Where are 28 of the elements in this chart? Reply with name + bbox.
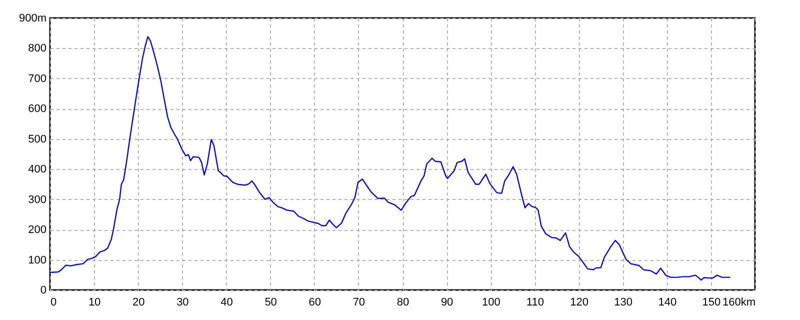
x-tick-label: 60	[308, 296, 321, 308]
y-tick-label: 900m	[18, 12, 46, 24]
x-tick-label: 20	[132, 296, 145, 308]
x-tick-label: 10	[88, 296, 101, 308]
y-tick-label: 700	[28, 72, 46, 85]
y-tick-label: 400	[28, 164, 46, 176]
y-tick-label: 500	[28, 133, 46, 146]
x-tick-label: 120	[570, 296, 588, 308]
x-tick-label: 40	[220, 296, 233, 308]
line-series	[49, 36, 731, 281]
x-tick-label: 130	[614, 296, 632, 308]
y-tick-label: 200	[28, 224, 46, 236]
x-tick-label: 0	[50, 296, 57, 308]
x-tick-label: 30	[176, 296, 189, 308]
y-tick-label: 600	[28, 103, 46, 116]
x-tick-label: 150	[702, 296, 721, 308]
x-tick-label: 50	[264, 296, 277, 308]
x-tick-label: 70	[352, 296, 366, 308]
x-tick-label: 100	[482, 296, 500, 308]
x-tick-label: 80	[396, 296, 410, 308]
x-tick-label: 140	[658, 296, 677, 308]
y-tick-label: 100	[28, 254, 46, 266]
y-tick-label: 300	[28, 194, 46, 206]
x-tick-label: 110	[526, 296, 544, 308]
x-tick-label: 160km	[722, 296, 756, 308]
x-tick-label: 90	[440, 296, 454, 308]
y-tick-label: 0	[40, 284, 46, 296]
y-tick-label: 800	[28, 42, 46, 55]
